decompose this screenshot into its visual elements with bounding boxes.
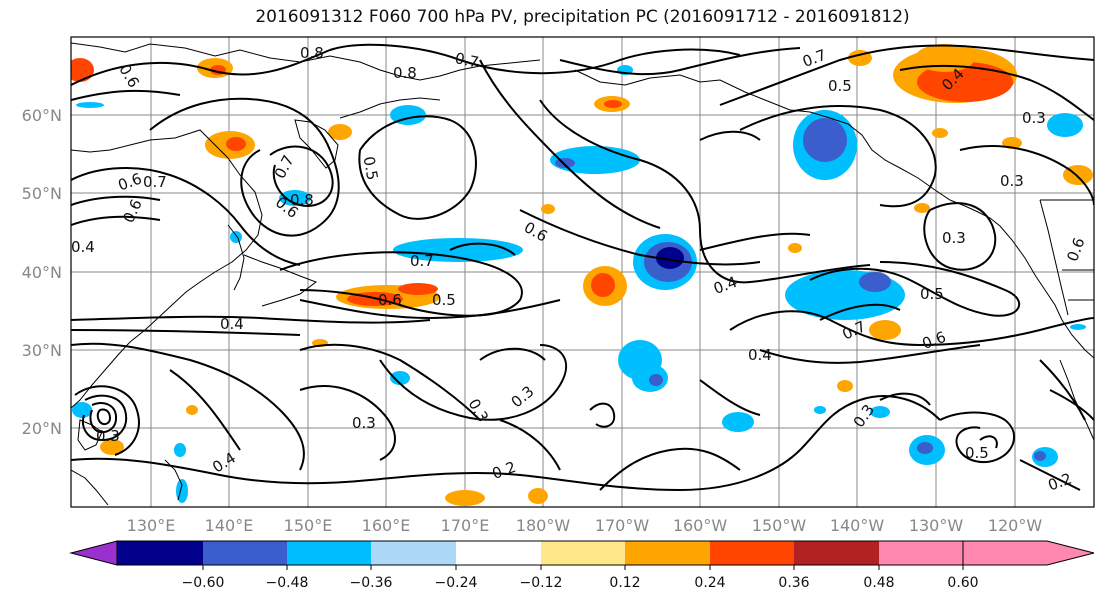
pv-contours — [71, 43, 1094, 492]
colorbar-swatch — [203, 541, 287, 565]
colorbar-tick-label: 0.12 — [609, 575, 640, 591]
lat-label: 50°N — [22, 184, 62, 203]
contour-label: 0.7 — [410, 252, 434, 270]
lon-label: 130°W — [909, 516, 964, 535]
contour-label: 0.3 — [96, 427, 120, 445]
colorbar-swatch — [541, 541, 625, 565]
contour-label: 0.7 — [453, 49, 480, 72]
colorbar-extend-right — [962, 540, 1095, 566]
lon-label: 130°E — [127, 516, 176, 535]
contour-label: 0.8 — [290, 191, 314, 209]
figure-title: 2016091312 F060 700 hPa PV, precipitatio… — [255, 7, 910, 27]
lat-label: 20°N — [22, 419, 62, 438]
contour-label: 0.7 — [143, 173, 167, 191]
colorbar-tick-label: 0.48 — [863, 575, 894, 591]
colorbar-tick-label: −0.36 — [350, 575, 393, 591]
lon-label: 160°W — [673, 516, 728, 535]
colorbar-extend-left — [69, 540, 118, 566]
contour-label: 0.4 — [220, 315, 244, 333]
lon-label: 150°E — [284, 516, 333, 535]
colorbar-swatch — [625, 541, 710, 565]
contour-label: 0.3 — [1000, 172, 1024, 190]
contour-label: 0.5 — [965, 444, 989, 462]
colorbar-tick-label: 0.36 — [778, 575, 809, 591]
latitude-labels: 60°N 50°N 40°N 30°N 20°N — [22, 106, 62, 438]
colorbar-swatch — [794, 541, 879, 565]
contour-label: 0.4 — [71, 238, 95, 256]
lat-label: 40°N — [22, 263, 62, 282]
colorbar-tick-label: 0.60 — [947, 575, 978, 591]
longitude-labels: 130°E 140°E 150°E 160°E 170°E 180°W 170°… — [127, 516, 1043, 535]
lon-label: 180°W — [516, 516, 571, 535]
colorbar-swatch — [117, 541, 203, 565]
colorbar-swatch — [879, 541, 963, 565]
contour-label: 0.6 — [378, 291, 402, 309]
lat-label: 60°N — [22, 106, 62, 125]
colorbar-tick-label: −0.48 — [266, 575, 309, 591]
lon-label: 160°E — [362, 516, 411, 535]
graticule — [71, 37, 1094, 507]
contour-label: 0.5 — [920, 285, 944, 303]
colorbar-swatch — [710, 541, 794, 565]
lon-label: 120°W — [988, 516, 1043, 535]
contour-label: 0.3 — [1022, 109, 1046, 127]
coastlines — [71, 42, 1094, 506]
contour-label: 0.3 — [942, 229, 966, 247]
contour-label: 0.5 — [828, 77, 852, 95]
lon-label: 140°W — [830, 516, 885, 535]
map-frame — [70, 36, 1095, 508]
colorbar-tick-label: 0.24 — [694, 575, 725, 591]
lat-label: 30°N — [22, 341, 62, 360]
contour-label: 0.4 — [748, 346, 772, 364]
colorbar-tick-label: −0.12 — [520, 575, 563, 591]
colorbar-tick-label: −0.60 — [182, 575, 225, 591]
colorbar-swatch — [456, 541, 541, 565]
contour-label: 0.8 — [393, 64, 417, 82]
lon-label: 140°E — [205, 516, 254, 535]
colorbar-swatch — [287, 541, 371, 565]
colorbar-tick-label: −0.24 — [435, 575, 478, 591]
colorbar-outline — [116, 540, 964, 566]
lon-label: 150°W — [752, 516, 807, 535]
colorbar: −0.60 −0.48 −0.36 −0.24 −0.12 0.12 0.24 … — [69, 540, 1095, 591]
lon-label: 170°E — [441, 516, 490, 535]
contour-label: 0.8 — [300, 44, 324, 62]
contour-label: 0.5 — [360, 155, 382, 182]
contour-label: 0.3 — [352, 414, 376, 432]
colorbar-swatch — [371, 541, 456, 565]
contour-label: 0.5 — [432, 291, 456, 309]
lon-label: 170°W — [595, 516, 650, 535]
